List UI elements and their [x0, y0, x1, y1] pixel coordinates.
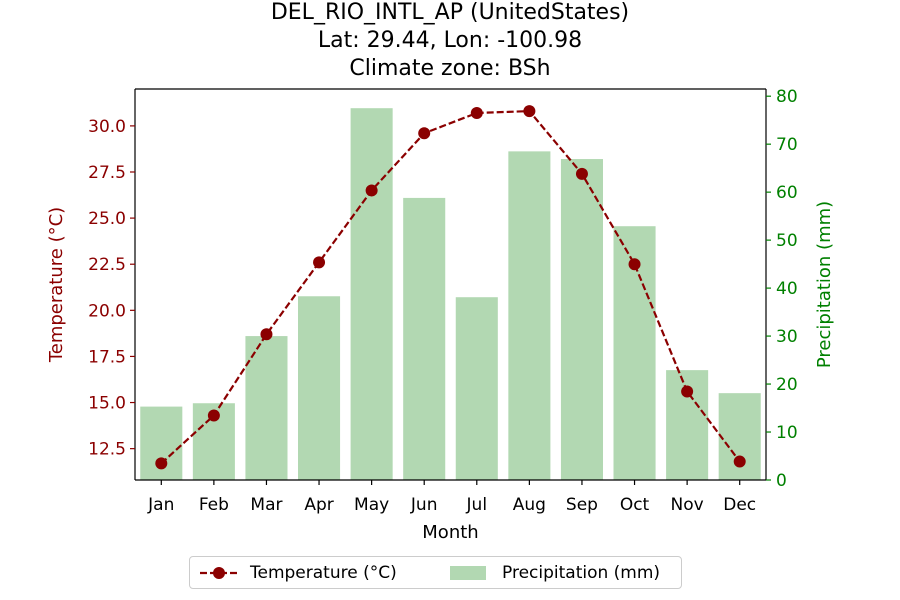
x-tick-label-apr: Apr: [304, 495, 333, 515]
precip-bar-sep: [560, 159, 603, 480]
precip-bar-mar: [245, 336, 288, 480]
x-axis-label: Month: [422, 522, 478, 543]
left-tick-label: 15.0: [88, 394, 126, 414]
x-tick-label-mar: Mar: [250, 495, 282, 515]
legend-label-precipitation: Precipitation (mm): [502, 562, 661, 583]
chart-subtitle-location: Lat: 29.44, Lon: -100.98: [317, 28, 583, 53]
precip-bar-may: [350, 108, 393, 480]
x-tick-label-dec: Dec: [723, 495, 756, 515]
left-tick-label: 22.5: [88, 255, 126, 275]
temperature-point-oct: [628, 258, 641, 271]
x-tick-label-nov: Nov: [671, 495, 704, 515]
temperature-point-apr: [313, 256, 326, 269]
x-tick-label-feb: Feb: [199, 495, 229, 515]
temperature-point-may: [365, 184, 378, 197]
legend-label-temperature: Temperature (°C): [250, 562, 397, 583]
temperature-point-aug: [523, 105, 536, 118]
x-tick-label-may: May: [354, 495, 389, 515]
y-axis-label-right: Precipitation (mm): [814, 201, 835, 368]
right-tick-label: 80: [776, 87, 798, 107]
x-tick-label-jan: Jan: [147, 495, 174, 515]
legend-item-temperature: Temperature (°C): [198, 557, 397, 588]
legend-swatch-temperature: [200, 566, 238, 579]
x-tick-label-oct: Oct: [620, 495, 650, 515]
precip-bar-aug: [508, 151, 551, 480]
y-axis-label-left: Temperature (°C): [46, 207, 67, 363]
left-tick-label: 30.0: [88, 117, 126, 137]
left-tick-label: 20.0: [88, 301, 126, 321]
right-tick-label: 0: [776, 471, 787, 491]
precip-bar-apr: [298, 296, 341, 480]
legend-item-precipitation: Precipitation (mm): [448, 557, 660, 588]
left-tick-label: 25.0: [88, 209, 126, 229]
temperature-point-jul: [470, 106, 483, 119]
temperature-point-sep: [575, 167, 588, 180]
right-tick-label: 50: [776, 231, 798, 251]
temperature-point-jun: [418, 127, 431, 140]
x-tick-label-aug: Aug: [513, 495, 546, 515]
legend: Temperature (°C) Precipitation (mm): [189, 556, 682, 589]
temperature-point-feb: [207, 409, 220, 422]
temperature-point-nov: [681, 385, 694, 398]
right-tick-label: 30: [776, 327, 798, 347]
precip-bar-jul: [455, 297, 498, 480]
x-tick-label-jun: Jun: [410, 495, 438, 515]
left-tick-label: 12.5: [88, 440, 126, 460]
left-tick-label: 17.5: [88, 347, 126, 367]
x-tick-label-sep: Sep: [566, 495, 598, 515]
temperature-point-jan: [155, 457, 168, 470]
left-tick-label: 27.5: [88, 163, 126, 183]
right-tick-label: 40: [776, 279, 798, 299]
right-tick-label: 20: [776, 375, 798, 395]
chart-title: DEL_RIO_INTL_AP (UnitedStates): [270, 0, 630, 25]
right-tick-label: 60: [776, 183, 798, 203]
chart-subtitle-climate: Climate zone: BSh: [349, 56, 551, 81]
precip-bar-jun: [403, 197, 446, 480]
right-tick-label: 70: [776, 135, 798, 155]
temperature-line: [160, 110, 741, 465]
right-tick-label: 10: [776, 423, 798, 443]
temperature-point-dec: [733, 455, 746, 468]
x-tick-label-jul: Jul: [466, 495, 488, 515]
temperature-point-mar: [260, 328, 273, 341]
legend-swatch-precipitation: [450, 565, 486, 580]
